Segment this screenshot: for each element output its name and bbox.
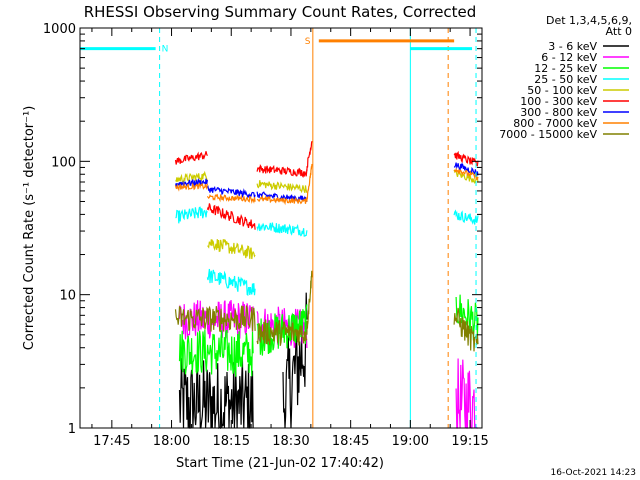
legend-label-7: 300 - 800 keV	[520, 106, 597, 119]
x-tick-label-6: 19:00	[392, 434, 429, 449]
series-line-9-segment-3	[306, 270, 313, 335]
series-line-4-segment-4	[453, 209, 479, 225]
series-line-7-segment-2	[206, 185, 256, 199]
plot-area: N S 17:45 18:00 18:15 18:30 18:45 19:00 19:15 1 10…	[43, 22, 489, 449]
series-line-6-segment-3	[256, 164, 308, 179]
series-line-8-segment-5	[453, 167, 479, 180]
series-line-5-segment-3	[256, 180, 308, 194]
legend-label-5: 50 - 100 keV	[527, 84, 597, 97]
flag-label-2: S	[305, 37, 311, 47]
series-line-1-segment-2	[282, 292, 308, 429]
series-line-6-segment-5	[453, 150, 479, 167]
legend-label-1: 3 - 6 keV	[548, 40, 597, 53]
series-line-6-segment-1	[174, 151, 208, 165]
y-tick-label-4: 1000	[43, 22, 76, 37]
series-line-8-segment-1	[174, 182, 208, 192]
x-tick-label-4: 18:30	[272, 434, 309, 449]
series-line-3-segment-2	[256, 304, 308, 356]
series-line-3-segment-1	[178, 329, 254, 377]
series-line-6-segment-2	[206, 203, 256, 230]
legend-label-2: 6 - 12 keV	[541, 51, 597, 64]
legend-label-4: 25 - 50 keV	[534, 73, 597, 86]
series-line-9-segment-1	[174, 305, 256, 333]
series-line-4-segment-3	[256, 222, 308, 237]
series-line-9-segment-2	[256, 319, 308, 346]
series-line-2-segment-3	[455, 358, 478, 429]
legend-label-8: 800 - 7000 keV	[513, 117, 597, 130]
x-axis-label: Start Time (21-Jun-02 17:40:42)	[176, 456, 384, 471]
chart-title: RHESSI Observing Summary Count Rates, Co…	[84, 3, 477, 21]
x-tick-label-1: 17:45	[93, 434, 130, 449]
legend-label-6: 100 - 300 keV	[520, 95, 597, 108]
legend-header-1: Det 1,3,4,5,6,9,	[546, 14, 632, 27]
series-line-5-segment-1	[175, 170, 208, 184]
series-line-5-segment-2	[207, 239, 256, 260]
flag-label-1: N	[162, 45, 169, 55]
series-line-7-segment-4	[453, 162, 479, 177]
legend-label-9: 7000 - 15000 keV	[499, 128, 597, 141]
series-line-4-segment-2	[206, 268, 256, 297]
series-line-4-segment-1	[175, 206, 208, 224]
y-tick-label-1: 1	[68, 422, 76, 437]
series-line-9-segment-4	[453, 307, 479, 352]
y-axis-label: Corrected Count Rate (s⁻¹ detector⁻¹)	[22, 106, 37, 351]
series-line-6-segment-4	[306, 141, 313, 172]
series-line-8-segment-3	[256, 194, 308, 206]
series-line-8-segment-4	[306, 163, 313, 202]
legend-label-3: 12 - 25 keV	[534, 62, 597, 75]
legend-header-2: Att 0	[606, 25, 632, 38]
x-tick-label-5: 18:45	[332, 434, 369, 449]
series-line-8-segment-2	[206, 193, 256, 204]
x-tick-label-2: 18:00	[153, 434, 190, 449]
y-tick-label-3: 100	[51, 155, 76, 170]
x-tick-label-7: 19:15	[451, 434, 488, 449]
y-tick-label-2: 10	[59, 289, 76, 304]
footer-timestamp: 16-Oct-2021 14:23	[551, 468, 636, 478]
x-tick-label-3: 18:15	[213, 434, 250, 449]
plot-frame	[79, 27, 483, 429]
